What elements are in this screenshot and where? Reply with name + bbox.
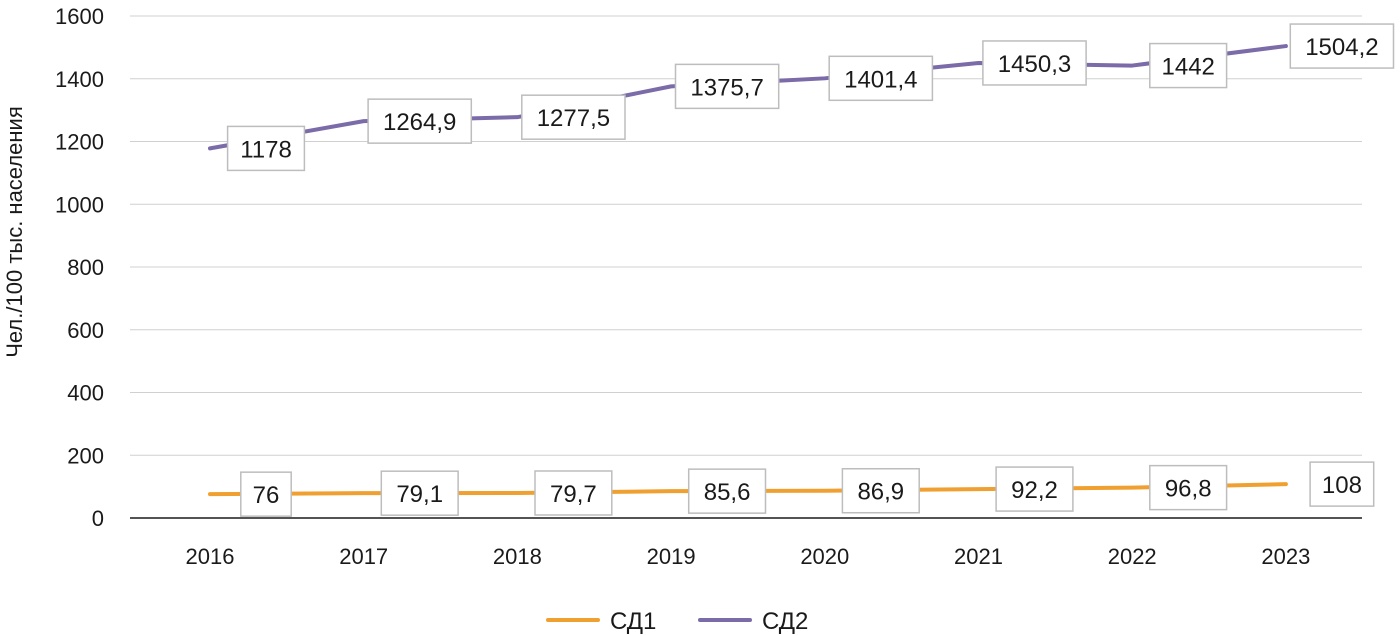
y-tick-label: 800 <box>67 255 104 280</box>
y-tick-label: 0 <box>92 506 104 531</box>
data-label: 85,6 <box>687 468 767 514</box>
data-label-box <box>240 471 292 517</box>
data-label-value: 79,7 <box>550 481 597 508</box>
data-label-box <box>367 98 473 144</box>
data-label: 79,1 <box>380 470 459 516</box>
data-label: 1277,5 <box>521 94 626 140</box>
data-point <box>362 491 366 495</box>
data-labels: 76 79,1 79,7 85,6 86,9 92,2 96,8 108 1178 1264,9 1… <box>226 23 1395 517</box>
data-label: 79,7 <box>534 470 613 516</box>
data-label: 1504,2 <box>1289 23 1395 69</box>
x-tick-label: 2020 <box>800 544 849 569</box>
data-label-box <box>841 467 920 514</box>
data-label-value: 96,8 <box>1165 476 1212 503</box>
data-label-box <box>995 466 1074 512</box>
data-label: 1450,3 <box>982 40 1087 86</box>
y-tick-label: 1000 <box>55 192 104 217</box>
x-tick-label: 2022 <box>1108 544 1157 569</box>
data-label-box <box>1149 42 1228 89</box>
data-label-value: 1401,4 <box>844 66 917 93</box>
data-label-box <box>674 63 780 110</box>
data-label: 92,2 <box>995 466 1074 512</box>
data-label-value: 1375,7 <box>690 74 763 101</box>
data-label: 1178 <box>226 125 306 172</box>
data-point <box>1284 482 1288 486</box>
data-label-box <box>828 55 934 102</box>
data-label: 1264,9 <box>367 98 473 144</box>
data-label-value: 86,9 <box>857 479 904 506</box>
data-label-value: 85,6 <box>704 479 751 506</box>
data-label-box <box>982 40 1087 86</box>
y-tick-label: 1400 <box>55 67 104 92</box>
data-label: 1442 <box>1149 42 1228 89</box>
data-label-box <box>380 470 459 516</box>
data-point <box>1130 64 1134 68</box>
data-point <box>977 61 980 65</box>
data-label: 76 <box>240 471 292 517</box>
data-label-box <box>1149 464 1228 511</box>
data-label-value: 1504,2 <box>1305 34 1378 61</box>
x-tick-label: 2017 <box>339 544 388 569</box>
data-point <box>823 489 827 493</box>
data-point <box>977 487 980 491</box>
data-label-box <box>1289 23 1395 69</box>
data-label-value: 92,2 <box>1011 477 1058 504</box>
data-label-value: 1178 <box>240 136 292 163</box>
y-tick-label: 600 <box>67 318 104 343</box>
data-point <box>362 119 366 123</box>
data-label: 86,9 <box>841 467 920 514</box>
data-label-value: 1450,3 <box>998 51 1071 78</box>
data-point <box>823 76 827 80</box>
legend-label: СД2 <box>762 608 808 635</box>
data-point <box>208 492 212 496</box>
data-label-value: 1264,9 <box>383 109 456 136</box>
legend: СД1 СД2 <box>546 608 808 635</box>
data-point <box>669 489 673 493</box>
data-label-box <box>534 470 613 516</box>
data-point <box>1130 486 1134 490</box>
data-label: 96,8 <box>1149 464 1228 511</box>
x-tick-label: 2019 <box>647 544 696 569</box>
data-label-value: 79,1 <box>396 481 443 508</box>
x-tick-label: 2021 <box>954 544 1003 569</box>
y-axis-ticks: 0 200 400 600 800 1000 1200 1400 1600 <box>55 4 104 531</box>
data-point <box>515 115 519 119</box>
data-point <box>515 491 519 495</box>
y-tick-label: 400 <box>67 381 104 406</box>
data-label-box <box>1309 461 1375 507</box>
x-tick-label: 2023 <box>1261 544 1310 569</box>
data-label-box <box>687 468 767 514</box>
data-label-box <box>226 125 306 172</box>
data-label-value: 1442 <box>1162 54 1215 81</box>
data-label: 108 <box>1309 461 1375 507</box>
gridlines <box>130 15 1362 519</box>
legend-item: СД1 <box>546 608 656 635</box>
legend-label: СД1 <box>610 608 656 635</box>
x-tick-label: 2016 <box>186 544 235 569</box>
data-label-value: 1277,5 <box>537 105 610 132</box>
x-axis-ticks: 2016 2017 2018 2019 2020 2021 2022 2023 <box>186 544 1311 569</box>
data-label: 1375,7 <box>674 63 780 110</box>
x-tick-label: 2018 <box>493 544 542 569</box>
data-point <box>1284 44 1288 48</box>
data-point <box>669 84 673 88</box>
data-label-value: 76 <box>253 482 280 509</box>
data-label-value: 108 <box>1322 472 1362 499</box>
data-point <box>208 146 212 150</box>
y-tick-label: 200 <box>67 443 104 468</box>
y-axis-title: Чел./100 тыс. населения <box>2 106 27 357</box>
y-tick-label: 1200 <box>55 130 104 155</box>
data-label-box <box>521 94 626 140</box>
y-tick-label: 1600 <box>55 4 104 29</box>
legend-item: СД2 <box>698 608 808 635</box>
data-label: 1401,4 <box>828 55 934 102</box>
